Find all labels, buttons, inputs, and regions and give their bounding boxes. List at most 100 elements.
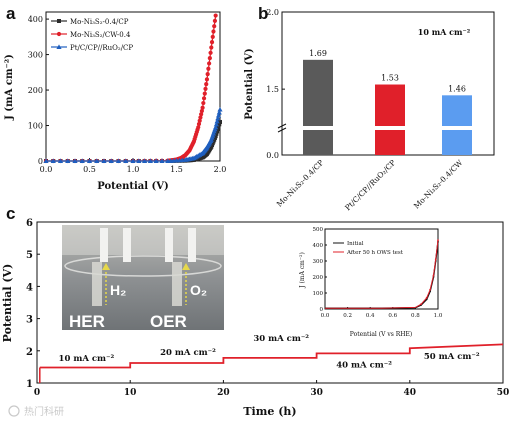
panel-letter-b: b	[258, 4, 268, 23]
chart-a-point	[196, 125, 201, 130]
chart-c-xtick-label: 30	[310, 388, 323, 398]
chart-a-legend-label: Mo-Ni₃S₂/CW-0.4	[70, 31, 131, 39]
chart-a-xtick-label: 1.5	[170, 165, 183, 174]
chart-a-xtick-label: 0.5	[83, 165, 96, 174]
chart-a-point	[215, 112, 222, 118]
chart-a-legend: Mo-Ni₃S₂-0.4/CP Mo-Ni₃S₂/CW-0.4 Pt/C/CP//R…	[51, 18, 133, 52]
inset-chart-xtick-label: 0.4	[366, 313, 375, 319]
chart-a-point	[213, 13, 218, 18]
chart-a-point	[209, 45, 214, 50]
chart-a-point	[216, 124, 221, 129]
chart-a-point	[205, 71, 210, 77]
panel-letter-a: a	[6, 4, 16, 23]
chart-a-point	[213, 124, 219, 130]
chart-b-ticks: 0.0 1.5 2.0	[266, 8, 287, 160]
chart-b-axis-break	[277, 123, 287, 129]
chart-c-ticks: 0 10 20 30 40 50 1 2 3 4 5 6	[26, 218, 509, 398]
inset-chart-point	[425, 296, 428, 299]
chart-a-legend-marker	[56, 44, 62, 49]
chart-a-point	[108, 158, 114, 163]
chart-a-legend-marker	[56, 31, 62, 37]
chart-a-point	[130, 158, 136, 163]
chart-a-point	[213, 134, 218, 139]
chart-a-point	[72, 158, 78, 163]
chart-c-xlabel: Time (h)	[243, 405, 296, 418]
photo-label-oer: OER	[150, 312, 187, 331]
chart-c-step-label: 50 mA cm⁻²	[424, 352, 480, 362]
chart-c-xtick-label: 10	[124, 388, 137, 398]
chart-a-point	[115, 158, 122, 163]
inset-chart-ticks: 0.0 0.2 0.4 0.6 0.8 1.0 0 100 200 300 400 500	[313, 227, 443, 319]
inset-chart-xtick-label: 0.2	[343, 313, 352, 319]
chart-a-point	[142, 158, 148, 163]
inset-chart-ytick-label: 0	[320, 307, 324, 313]
watermark-text: 热门科研	[24, 405, 64, 418]
chart-a-point	[79, 158, 85, 163]
inset-chart-xlabel: Potential (V vs RHE)	[350, 331, 412, 338]
chart-a-xlabel: Potential (V)	[97, 181, 169, 192]
chart-c-ylabel: Potential (V)	[1, 264, 14, 343]
chart-a-point	[123, 158, 129, 163]
chart-a-point	[199, 108, 204, 114]
chart-a-point	[207, 56, 212, 61]
chart-a-legend-label: Mo-Ni₃S₂-0.4/CP	[70, 18, 129, 26]
chart-c-series-line	[39, 343, 504, 369]
chart-a-point	[94, 158, 100, 163]
inset-chart-xtick-label: 0.6	[388, 313, 397, 319]
chart-a-ytick-label: 400	[28, 15, 43, 24]
chart-a-ytick-label: 100	[28, 122, 43, 131]
chart-a-point	[217, 106, 223, 112]
chart-a-point	[214, 131, 219, 136]
inset-chart-ytick-label: 300	[313, 259, 324, 265]
chart-a-point	[86, 158, 93, 163]
chart-a-point	[213, 121, 219, 127]
chart-b-ytick-label: 0.0	[266, 151, 279, 160]
chart-a-point	[199, 112, 204, 117]
chart-c-xtick-label: 0	[34, 388, 40, 398]
inset-chart-point	[429, 288, 431, 291]
chart-c-step-label: 10 mA cm⁻²	[59, 354, 115, 364]
inset-chart-ytick-label: 200	[313, 275, 324, 281]
chart-c-ytick-label: 2	[26, 347, 33, 358]
chart-a-point	[202, 91, 207, 96]
chart-a-point	[211, 29, 216, 34]
chart-c-frame	[36, 221, 504, 384]
chart-c-step-label: 20 mA cm⁻²	[160, 348, 216, 358]
chart-c-plot: 10 mA cm⁻² 20 mA cm⁻² 30 mA cm⁻² 40 mA cm⁻²…	[39, 334, 504, 383]
chart-a-point	[210, 34, 215, 39]
inset-chart-point	[437, 239, 439, 242]
chart-a: 0.0 0.5 1.0 1.5 2.0 0 100 200 300 400 Potential (…	[4, 11, 227, 192]
chart-a-point	[147, 158, 153, 163]
chart-b: 0.0 1.5 2.0 1.69 Mo-Ni₃S₂-0.4/CP 1.53 Pt/C/CP…	[244, 8, 495, 212]
inset-chart-ylabel: J (mA cm⁻²)	[299, 252, 306, 289]
chart-b-bar-break	[441, 126, 473, 130]
chart-a-point	[212, 18, 218, 23]
inset-chart-ytick-label: 400	[313, 243, 324, 249]
chart-a-point	[203, 86, 208, 91]
chart-a-point	[65, 158, 71, 163]
chart-a-point	[197, 118, 202, 123]
chart-a-ylabel: J (mA cm⁻²)	[4, 54, 15, 121]
chart-c-ytick-label: 4	[26, 282, 33, 293]
chart-a-point	[196, 121, 202, 127]
chart-a-point	[159, 158, 165, 163]
chart-a-xtick-label: 0.0	[40, 165, 53, 174]
chart-c-xtick-label: 50	[497, 388, 510, 398]
chart-a-point	[201, 100, 206, 106]
chart-a-point	[136, 158, 142, 163]
inset-chart: 0.0 0.2 0.4 0.6 0.8 1.0 0 100 200 300 400 500 Poten…	[299, 227, 443, 338]
chart-b-plot: 1.69 Mo-Ni₃S₂-0.4/CP 1.53 Pt/C/CP//RuO₂/CP 1…	[275, 49, 473, 212]
chart-a-point	[198, 115, 203, 120]
electrolysis-photo: H₂ O₂ HER OER	[62, 225, 224, 331]
inset-chart-frame	[324, 228, 439, 310]
chart-a-point	[214, 118, 220, 124]
chart-a-point	[217, 122, 222, 127]
chart-b-ylabel: Potential (V)	[244, 48, 255, 120]
chart-a-xtick-label: 2.0	[214, 165, 227, 174]
chart-b-bar	[375, 84, 405, 155]
inset-chart-plot	[325, 239, 439, 309]
photo-label-h2: H₂	[110, 282, 126, 298]
inset-chart-point	[432, 274, 435, 277]
photo-label-her: HER	[69, 312, 105, 331]
